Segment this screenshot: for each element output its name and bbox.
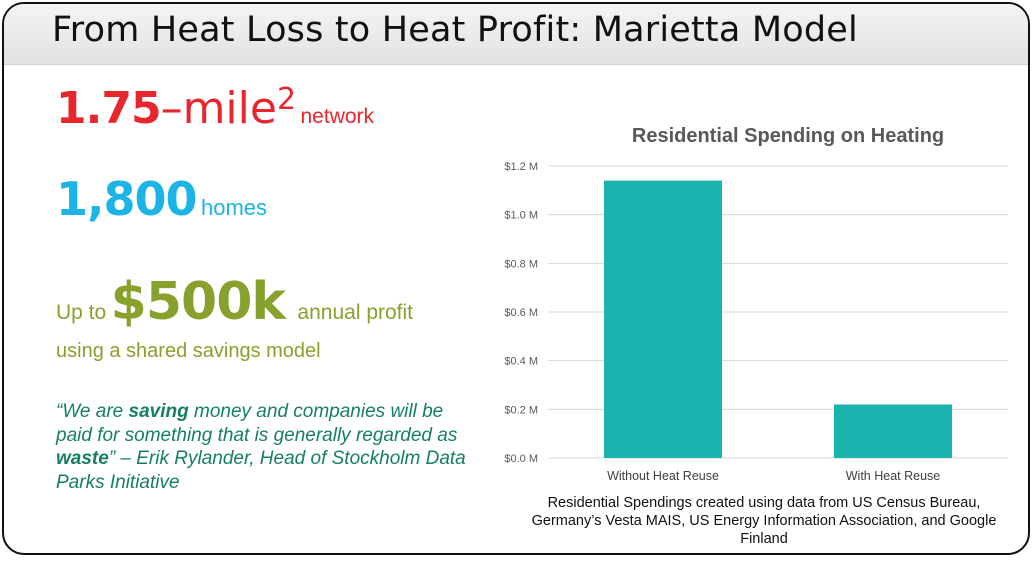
x-category-label: With Heat Reuse (846, 469, 941, 483)
slide: From Heat Loss to Heat Profit: Marietta … (2, 2, 1030, 555)
y-tick-label: $0.4 M (504, 356, 538, 368)
profit-value: $500k (110, 272, 286, 332)
network-dash: – (160, 83, 183, 134)
title-band: From Heat Loss to Heat Profit: Marietta … (4, 4, 1028, 65)
network-exponent: 2 (276, 82, 297, 117)
quote-close: ” – Erik Rylander, Head of Stockholm Dat… (56, 448, 466, 493)
quote-open: “We are (56, 401, 129, 422)
profit-suffix: annual profit (297, 301, 414, 324)
chart-title: Residential Spending on Heating (632, 125, 944, 147)
stat-profit: Up to $500k annual profit (56, 272, 413, 332)
homes-label: homes (200, 195, 268, 220)
profit-subtext: using a shared savings model (56, 340, 321, 362)
quote-emphasis-saving: saving (128, 401, 189, 422)
y-tick-label: $0.0 M (504, 453, 538, 465)
y-tick-label: $1.2 M (504, 161, 538, 173)
x-category-label: Without Heat Reuse (607, 469, 719, 483)
network-unit: mile (182, 83, 277, 134)
stat-network: 1.75–mile2 network (56, 82, 374, 134)
profit-prefix: Up to (56, 301, 107, 324)
quote-middle: money and companies will be paid for som… (56, 401, 458, 446)
y-tick-label: $0.2 M (504, 404, 538, 416)
quote-emphasis-waste: waste (56, 448, 109, 469)
spending-chart: Residential Spending on Heating $0.0 M $0.… (488, 104, 1018, 504)
y-tick-label: $0.6 M (504, 307, 538, 319)
chart-caption: Residential Spendings created using data… (531, 495, 997, 547)
network-label: network (300, 105, 375, 128)
quote: “We are saving money and companies will … (56, 400, 476, 494)
homes-value: 1,800 (56, 172, 198, 226)
y-tick-label: $0.8 M (504, 258, 538, 270)
y-tick-label: $1.0 M (504, 210, 538, 222)
network-value: 1.75 (56, 83, 162, 134)
slide-title: From Heat Loss to Heat Profit: Marietta … (52, 10, 858, 50)
stat-homes: 1,800 homes (56, 172, 267, 226)
chart-svg: Residential Spending on Heating $0.0 M $0.… (504, 125, 1008, 483)
bar (834, 404, 952, 458)
bar (604, 180, 722, 458)
